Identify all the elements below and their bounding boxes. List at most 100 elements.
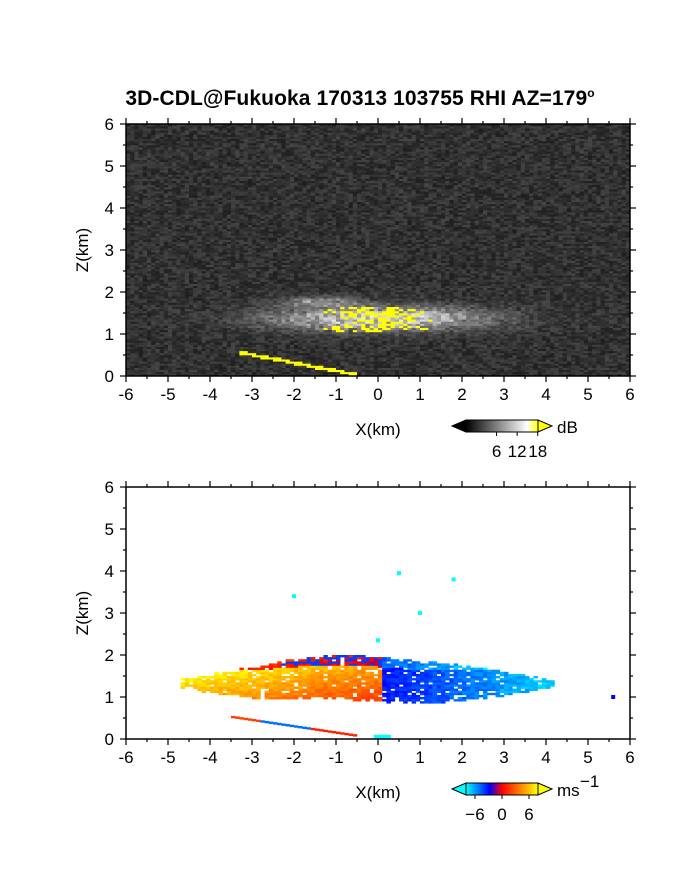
intensity-cell [273, 235, 278, 238]
intensity-cell [252, 197, 257, 200]
intensity-cell [168, 155, 173, 158]
intensity-cell [256, 193, 261, 196]
intensity-cell [201, 205, 207, 209]
intensity-cell [298, 222, 303, 226]
intensity-cell [163, 142, 169, 146]
intensity-cell [130, 306, 135, 310]
intensity-cell [184, 178, 190, 181]
intensity-cell [214, 277, 219, 280]
intensity-cell [256, 321, 261, 324]
intensity-cell [277, 321, 282, 324]
intensity-cell [268, 363, 274, 366]
intensity-cell [285, 214, 291, 217]
intensity-cell [189, 231, 194, 234]
intensity-cell [226, 153, 232, 156]
intensity-cell [142, 294, 148, 297]
intensity-cell [264, 308, 270, 312]
intensity-cell [163, 214, 169, 217]
intensity-cell [289, 271, 295, 274]
intensity-cell [163, 136, 169, 139]
intensity-cell [252, 289, 257, 293]
intensity-cell [231, 308, 236, 312]
intensity-cell [201, 172, 207, 175]
intensity-cell [138, 128, 144, 131]
intensity-cell [147, 138, 152, 142]
intensity-cell [252, 365, 257, 368]
intensity-cell [298, 241, 303, 244]
intensity-cell [134, 361, 139, 364]
intensity-cell [298, 266, 303, 270]
intensity-cell [252, 285, 257, 289]
intensity-cell [176, 338, 181, 341]
intensity-cell [222, 226, 228, 230]
intensity-cell [126, 130, 131, 133]
intensity-cell [197, 302, 202, 305]
intensity-cell [210, 254, 215, 257]
intensity-cell [210, 260, 215, 263]
intensity-cell [294, 334, 299, 337]
intensity-cell [168, 166, 173, 169]
intensity-cell [222, 140, 228, 144]
intensity-cell [159, 317, 165, 320]
intensity-cell [138, 283, 144, 286]
intensity-cell [226, 310, 232, 314]
intensity-cell [277, 256, 282, 259]
intensity-cell [256, 275, 261, 278]
intensity-cell [197, 239, 202, 242]
intensity-cell [285, 182, 291, 186]
intensity-cell [231, 287, 236, 291]
intensity-cell [260, 296, 265, 299]
intensity-cell [147, 319, 152, 322]
intensity-cell [260, 182, 265, 186]
intensity-cell [130, 266, 135, 270]
intensity-cell [235, 166, 240, 169]
intensity-cell [163, 245, 169, 249]
intensity-cell [260, 323, 265, 326]
intensity-cell [222, 323, 228, 326]
intensity-cell [205, 231, 211, 234]
intensity-cell [289, 361, 295, 364]
intensity-cell [226, 161, 232, 165]
intensity-cell [138, 187, 144, 190]
intensity-cell [277, 224, 282, 228]
intensity-cell [218, 220, 223, 223]
intensity-cell [256, 241, 261, 244]
intensity-cell [155, 264, 160, 268]
intensity-cell [155, 197, 160, 200]
intensity-cell [294, 271, 299, 274]
intensity-cell [176, 157, 181, 160]
intensity-cell [176, 348, 181, 352]
intensity-cell [285, 373, 291, 377]
intensity-cell [218, 208, 223, 211]
intensity-cell [210, 193, 215, 196]
intensity-cell [281, 231, 286, 234]
intensity-cell [155, 142, 160, 146]
intensity-cell [126, 205, 131, 209]
intensity-cell [252, 346, 257, 349]
intensity-cell [172, 172, 177, 175]
intensity-cell [180, 237, 186, 240]
intensity-cell [218, 226, 223, 230]
intensity-cell [189, 214, 194, 217]
intensity-cell [239, 329, 244, 333]
intensity-cell [172, 369, 177, 373]
intensity-cell [222, 222, 228, 226]
intensity-cell [147, 210, 152, 213]
intensity-cell [226, 292, 232, 295]
intensity-cell [138, 153, 144, 156]
intensity-cell [264, 262, 270, 265]
intensity-cell [214, 348, 219, 352]
intensity-cell [243, 254, 249, 257]
intensity-cell [235, 224, 240, 228]
intensity-cell [147, 140, 152, 144]
intensity-cell [159, 247, 165, 251]
intensity-cell [176, 231, 181, 234]
intensity-cell [176, 262, 181, 265]
intensity-cell [294, 245, 299, 249]
intensity-cell [260, 334, 265, 337]
intensity-cell [126, 273, 131, 276]
intensity-cell [273, 310, 278, 314]
intensity-cell [189, 161, 194, 165]
intensity-cell [189, 226, 194, 230]
intensity-cell [138, 195, 144, 198]
